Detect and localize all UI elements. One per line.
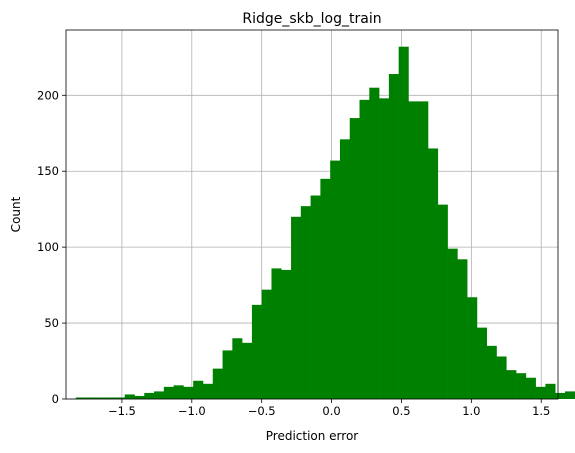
histogram-bar	[330, 160, 341, 399]
histogram-bar	[428, 148, 439, 399]
chart-title: Ridge_skb_log_train	[242, 11, 381, 27]
y-tick-label: 0	[52, 392, 59, 406]
histogram-bar	[134, 395, 145, 399]
histogram-bar	[232, 338, 243, 399]
histogram-bar	[242, 342, 253, 399]
histogram-bar	[408, 101, 419, 400]
histogram-bar	[437, 204, 448, 399]
histogram-bar	[339, 139, 351, 400]
x-tick-label: −1.0	[178, 404, 206, 418]
histogram-bar	[516, 373, 527, 399]
histogram-bar	[369, 87, 380, 399]
histogram-bar	[564, 391, 575, 399]
x-tick-label: −0.5	[248, 404, 276, 418]
histogram-bar	[359, 99, 370, 399]
histogram-bar	[310, 195, 321, 399]
histogram-bar	[555, 392, 566, 399]
y-tick-label: 50	[44, 316, 59, 330]
histogram-bar	[114, 397, 126, 399]
x-tick-label: 0.5	[392, 404, 410, 418]
histogram-bar	[447, 248, 458, 399]
histogram-bar	[545, 383, 556, 399]
histogram-bar	[506, 370, 517, 399]
histogram-bar	[300, 206, 311, 399]
y-axis-label: Count	[9, 196, 23, 232]
histogram-bar	[291, 216, 302, 399]
histogram-bar	[320, 178, 331, 399]
histogram-bar	[379, 98, 390, 399]
histogram-bar	[388, 74, 399, 399]
histogram-bar	[75, 397, 86, 399]
histogram-bar	[144, 392, 155, 399]
histogram-bar	[467, 297, 478, 399]
histogram-bar	[124, 394, 135, 399]
histogram-bar	[418, 101, 429, 400]
histogram-bar	[154, 391, 165, 399]
histogram-bar	[271, 268, 282, 399]
histogram-bar	[183, 386, 194, 399]
histogram-bar	[222, 350, 233, 399]
histogram-bar	[261, 289, 272, 399]
histogram-bar	[457, 259, 468, 399]
histogram-bar	[398, 46, 409, 399]
histogram-bar	[212, 368, 223, 399]
histogram-bar	[193, 380, 204, 399]
x-axis-ticks: −1.5 −1.0 −0.5 0.0 0.5 1.0 1.5	[108, 399, 550, 418]
histogram-bar	[486, 345, 497, 399]
histogram-bar	[173, 385, 184, 399]
histogram-bar	[202, 383, 214, 399]
histogram-bar	[95, 397, 106, 399]
y-tick-label: 200	[37, 88, 59, 102]
y-axis-ticks: 0 50 100 150 200	[37, 88, 66, 406]
histogram-bar	[496, 356, 507, 399]
histogram-bar	[105, 397, 116, 399]
histogram-bar	[525, 377, 536, 399]
x-tick-label: 1.0	[462, 404, 480, 418]
x-axis-label: Prediction error	[266, 429, 359, 443]
histogram-bar	[476, 327, 488, 399]
histogram-bar	[281, 269, 292, 399]
histogram-bars	[75, 46, 575, 400]
histogram-bar	[85, 397, 96, 399]
x-tick-label: 0.0	[322, 404, 340, 418]
x-tick-label: −1.5	[108, 404, 136, 418]
histogram-bar	[163, 386, 174, 399]
y-tick-label: 100	[37, 240, 59, 254]
histogram-bar	[535, 386, 546, 399]
y-tick-label: 150	[37, 164, 59, 178]
plot-area-frame	[65, 29, 559, 400]
x-tick-label: 1.5	[532, 404, 550, 418]
histogram-bar	[349, 118, 360, 400]
histogram-bar	[251, 304, 262, 399]
